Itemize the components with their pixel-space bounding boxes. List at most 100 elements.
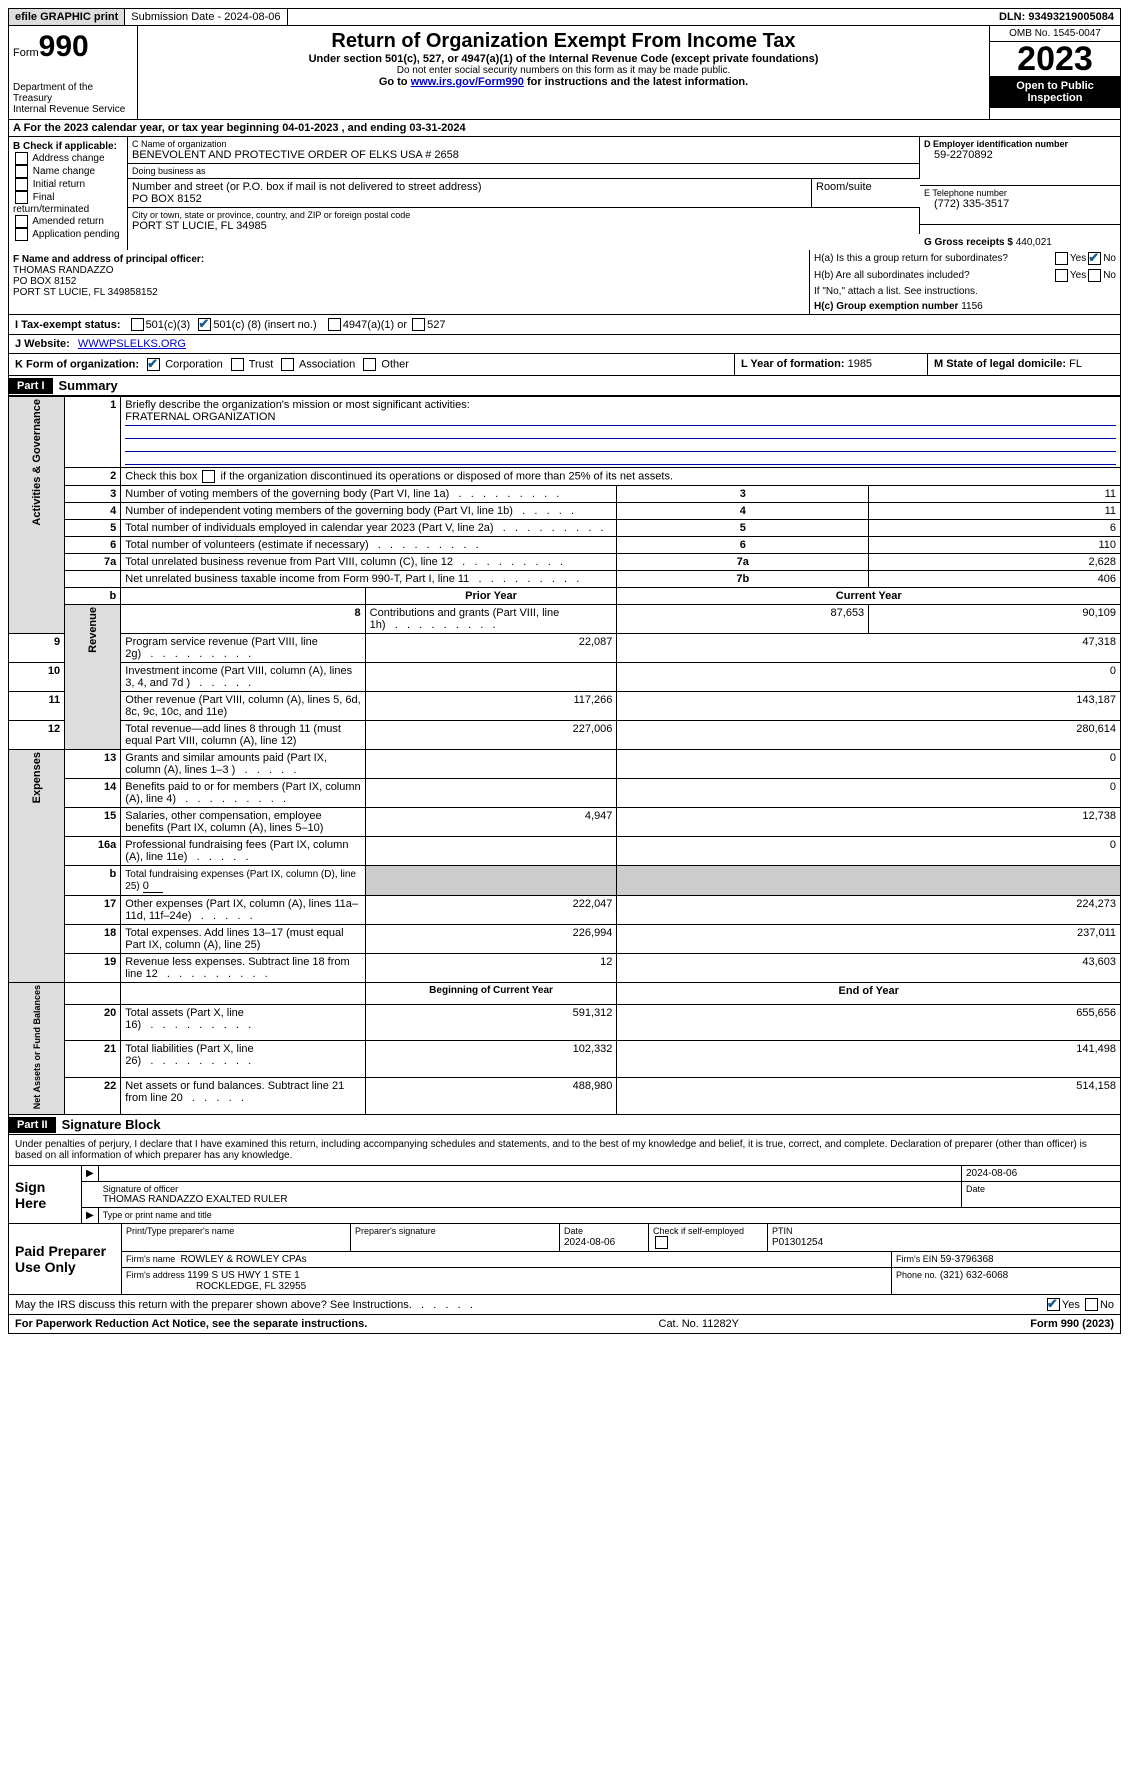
firm-name-label: Firm's name (126, 1254, 178, 1264)
txt-14: Benefits paid to or for members (Part IX… (125, 781, 360, 805)
sig-officer-name: THOMAS RANDAZZO EXALTED RULER (103, 1194, 957, 1205)
k-label: K Form of organization: (15, 358, 139, 370)
checkbox-name-change[interactable] (15, 165, 28, 178)
curr-19: 43,603 (617, 954, 1121, 983)
sign-here-label: Sign Here (9, 1166, 82, 1223)
ln-7b (65, 571, 121, 588)
firm-ein: 59-3796368 (940, 1254, 993, 1265)
checkbox-app-pending[interactable] (15, 228, 28, 241)
end-20: 655,656 (617, 1004, 1121, 1041)
begin-21: 102,332 (365, 1041, 617, 1078)
checkbox-hb-no[interactable] (1088, 269, 1101, 282)
submission-date: Submission Date - 2024-08-06 (125, 9, 287, 25)
sig-officer-label: Signature of officer (103, 1184, 957, 1194)
val-5: 6 (869, 520, 1121, 537)
prior-10 (365, 663, 617, 692)
firm-name: ROWLEY & ROWLEY CPAs (181, 1254, 307, 1265)
checkbox-ha-yes[interactable] (1055, 252, 1068, 265)
m-value: FL (1069, 358, 1082, 370)
checkbox-discuss-yes[interactable] (1047, 1298, 1060, 1311)
curr-8: 90,109 (869, 605, 1121, 634)
checkbox-527[interactable] (412, 318, 425, 331)
form990-link[interactable]: www.irs.gov/Form990 (411, 76, 524, 88)
label-discuss-no: No (1100, 1299, 1114, 1311)
txt-3: Number of voting members of the governin… (125, 488, 559, 500)
public-inspection: Open to Public Inspection (990, 76, 1120, 108)
checkbox-corporation[interactable] (147, 358, 160, 371)
txt-8: Contributions and grants (Part VIII, lin… (370, 607, 560, 631)
phone-value: (772) 335-3517 (924, 198, 1116, 210)
checkbox-discontinued[interactable] (202, 470, 215, 483)
txt-11: Other revenue (Part VIII, column (A), li… (125, 694, 360, 718)
form-header: Form990 Department of the Treasury Inter… (8, 26, 1121, 120)
self-emp-label: Check if self-employed (653, 1226, 744, 1236)
label-other: Other (381, 358, 409, 370)
form-title: Return of Organization Exempt From Incom… (142, 30, 985, 53)
firm-addr-label: Firm's address (126, 1270, 187, 1280)
ln-16b: b (65, 866, 121, 896)
checkbox-amended-return[interactable] (15, 215, 28, 228)
curr-11: 143,187 (617, 692, 1121, 721)
entity-block: B Check if applicable: Address change Na… (8, 137, 1121, 250)
label-501c-post: ) (insert no.) (257, 319, 316, 331)
label-corporation: Corporation (165, 358, 222, 370)
box-3: 3 (617, 486, 869, 503)
prior-12: 227,006 (365, 721, 617, 750)
ln-13: 13 (65, 750, 121, 779)
label-4947: 4947(a)(1) or (343, 319, 407, 331)
dba-label: Doing business as (132, 166, 915, 176)
checkbox-self-employed[interactable] (655, 1236, 668, 1249)
label-yes-2: Yes (1070, 270, 1086, 281)
checkbox-association[interactable] (281, 358, 294, 371)
form-number: 990 (39, 30, 89, 63)
curr-13: 0 (617, 750, 1121, 779)
section-a-tax-year: A For the 2023 calendar year, or tax yea… (8, 120, 1121, 137)
officer-name: THOMAS RANDAZZO (13, 265, 805, 276)
ln-18: 18 (65, 925, 121, 954)
curr-10: 0 (617, 663, 1121, 692)
ln-19: 19 (65, 954, 121, 983)
checkbox-address-change[interactable] (15, 152, 28, 165)
label-address-change: Address change (32, 153, 104, 164)
checkbox-501c3[interactable] (131, 318, 144, 331)
txt-22: Net assets or fund balances. Subtract li… (125, 1080, 344, 1104)
txt-19: Revenue less expenses. Subtract line 18 … (125, 956, 349, 980)
txt-17: Other expenses (Part IX, column (A), lin… (125, 898, 358, 922)
txt-5: Total number of individuals employed in … (125, 522, 603, 534)
side-revenue: Revenue (87, 607, 99, 653)
ln-10: 10 (9, 663, 65, 692)
hdr-begin: Beginning of Current Year (365, 983, 617, 1005)
row-tax-exempt: I Tax-exempt status: 501(c)(3) 501(c) (8… (8, 315, 1121, 335)
form-ref: Form 990 (2023) (1030, 1318, 1114, 1330)
prior-19: 12 (365, 954, 617, 983)
prior-14 (365, 779, 617, 808)
hdr-current: Current Year (617, 588, 1121, 605)
label-no: No (1103, 253, 1116, 264)
checkbox-4947[interactable] (328, 318, 341, 331)
label-initial-return: Initial return (33, 179, 85, 190)
checkbox-ha-no[interactable] (1088, 252, 1101, 265)
grey-16b-1 (365, 866, 617, 896)
j-label: J Website: (15, 338, 70, 350)
checkbox-other[interactable] (363, 358, 376, 371)
phone-label: E Telephone number (924, 188, 1116, 198)
city-label: City or town, state or province, country… (132, 210, 915, 220)
website-link[interactable]: WWWPSLELKS.ORG (78, 338, 186, 350)
ln-11: 11 (9, 692, 65, 721)
efile-print-button[interactable]: efile GRAPHIC print (9, 9, 125, 25)
checkbox-501c[interactable] (198, 318, 211, 331)
ln-5: 5 (65, 520, 121, 537)
checkbox-trust[interactable] (231, 358, 244, 371)
box-6: 6 (617, 537, 869, 554)
curr-17: 224,273 (617, 896, 1121, 925)
checkbox-final-return[interactable] (15, 191, 28, 204)
prior-17: 222,047 (365, 896, 617, 925)
end-22: 514,158 (617, 1078, 1121, 1115)
box-7b: 7b (617, 571, 869, 588)
txt-20: Total assets (Part X, line 16) (125, 1007, 251, 1031)
checkbox-initial-return[interactable] (15, 178, 28, 191)
checkbox-discuss-no[interactable] (1085, 1298, 1098, 1311)
txt-13: Grants and similar amounts paid (Part IX… (125, 752, 327, 776)
dln-number: DLN: 93493219005084 (993, 9, 1120, 25)
checkbox-hb-yes[interactable] (1055, 269, 1068, 282)
